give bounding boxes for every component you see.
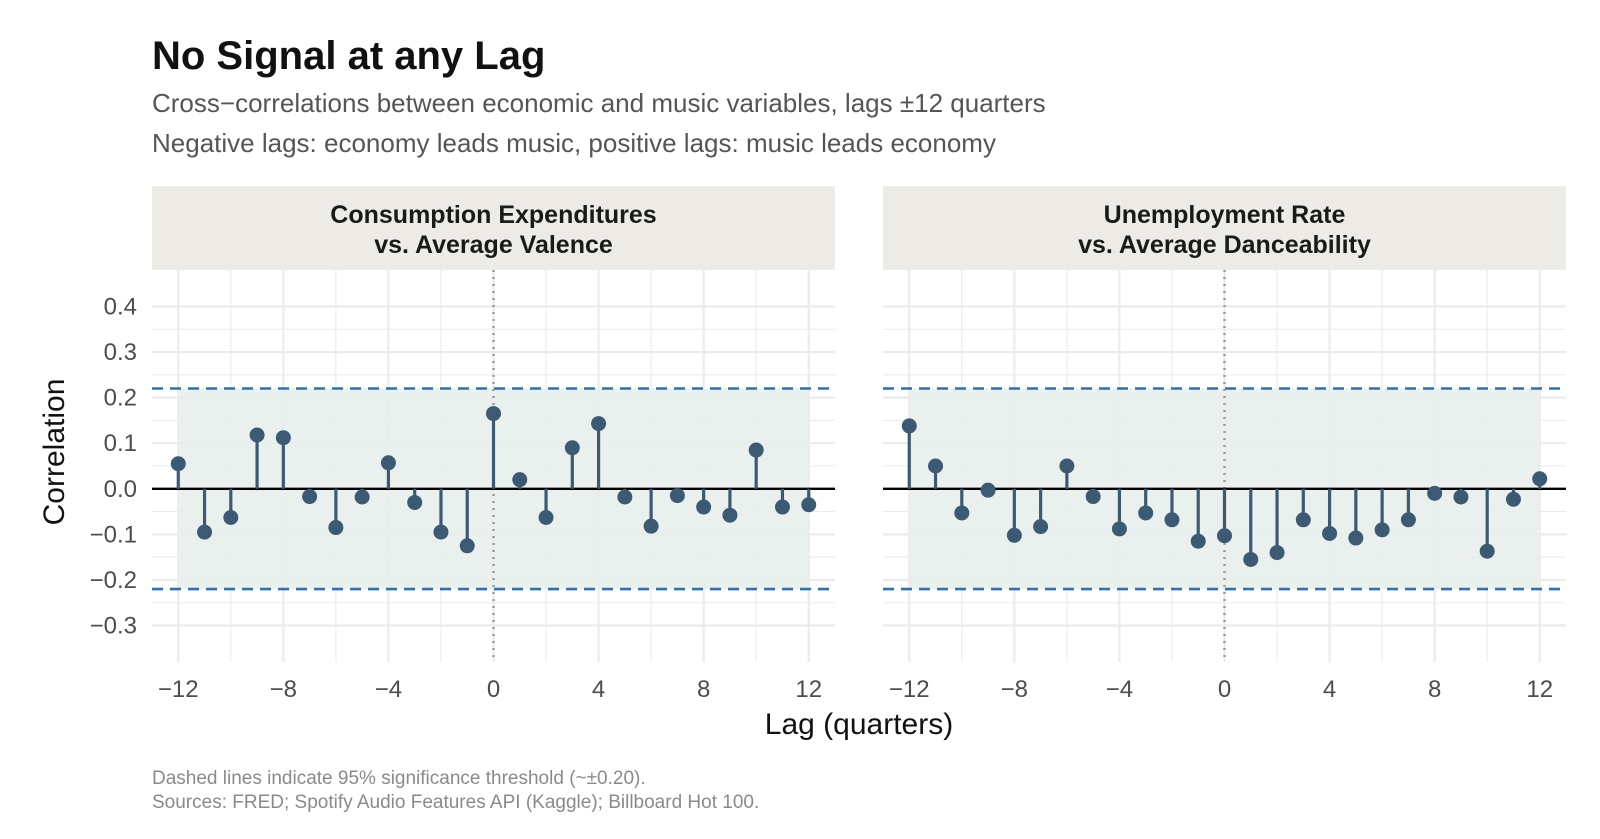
panel-2-point xyxy=(1453,489,1469,505)
panel-2-point xyxy=(1138,505,1154,521)
y-tick-label: 0.4 xyxy=(104,293,137,320)
chart-subtitle-line1: Cross−correlations between economic and … xyxy=(152,88,1046,118)
panel-2-point xyxy=(1111,521,1127,537)
panel-1-point xyxy=(223,510,239,526)
panel-2-point xyxy=(1427,485,1443,501)
panel-1-point xyxy=(459,538,475,554)
panel-2-x-tick-label: 12 xyxy=(1526,676,1553,703)
panel-1-point xyxy=(774,499,790,515)
panel-1-point xyxy=(433,524,449,540)
caption-line2: Sources: FRED; Spotify Audio Features AP… xyxy=(152,792,760,813)
panel-1-x-tick-label: −12 xyxy=(158,676,199,703)
panel-2-point xyxy=(1085,489,1101,505)
panel-1-point xyxy=(538,510,554,526)
caption-line1: Dashed lines indicate 95% significance t… xyxy=(152,768,646,789)
panel-1-point xyxy=(669,488,685,504)
panel-2-point xyxy=(928,458,944,474)
panel-2-point xyxy=(1269,545,1285,561)
panel-1-x-tick-label: −4 xyxy=(375,676,402,703)
panel-1-point xyxy=(302,489,318,505)
panel-1-x-tick-label: 4 xyxy=(592,676,605,703)
panel-1-point xyxy=(249,427,265,443)
panel-2-point xyxy=(1059,458,1075,474)
panel-1-point xyxy=(564,440,580,456)
panel-2-point xyxy=(1006,527,1022,543)
panel-2-point xyxy=(1532,471,1548,487)
panel-2-title-line1: Unemployment Rate xyxy=(1104,201,1346,229)
panel-2-point xyxy=(901,418,917,434)
panel-1-strip xyxy=(152,186,835,270)
panel-1-x-tick-label: 0 xyxy=(487,676,500,703)
panel-1-point xyxy=(591,416,607,432)
panel-2-point xyxy=(1033,519,1049,535)
chart-title: No Signal at any Lag xyxy=(152,34,546,78)
panel-1-point xyxy=(617,489,633,505)
panel-2-point xyxy=(1243,551,1259,567)
panel-1-point xyxy=(486,406,501,422)
chart-subtitle-line2: Negative lags: economy leads music, posi… xyxy=(152,128,996,158)
panel-2-point xyxy=(1374,522,1390,538)
y-tick-label: 0.0 xyxy=(104,476,137,503)
panel-2-point xyxy=(1479,543,1495,559)
panel-2-strip xyxy=(883,186,1566,270)
panel-1-x-tick-label: −8 xyxy=(270,676,297,703)
panel-2-point xyxy=(1505,491,1521,507)
panel-1-point xyxy=(512,472,528,488)
panel-2-x-tick-label: 8 xyxy=(1428,676,1441,703)
panel-1-point xyxy=(643,518,659,534)
y-tick-label: −0.2 xyxy=(90,567,137,594)
panel-2-point xyxy=(954,505,970,521)
panel-1-title-line2: vs. Average Valence xyxy=(374,231,613,259)
y-tick-label: 0.2 xyxy=(104,385,137,412)
panel-1-point xyxy=(354,489,370,505)
y-tick-label: 0.3 xyxy=(104,339,137,366)
panel-1-title-line1: Consumption Expenditures xyxy=(330,201,656,229)
panel-2-x-tick-label: 4 xyxy=(1323,676,1336,703)
panel-1-x-tick-label: 12 xyxy=(795,676,822,703)
panel-2-x-tick-label: −12 xyxy=(889,676,930,703)
panel-1-point xyxy=(801,497,817,513)
panel-2-point xyxy=(1400,512,1416,528)
panel-2-point xyxy=(980,482,996,498)
panel-1-point xyxy=(275,430,291,446)
panel-1-point xyxy=(197,524,213,540)
panel-2-x-tick-label: −8 xyxy=(1001,676,1028,703)
panel-1-point xyxy=(696,499,712,515)
panel-2-point xyxy=(1348,530,1364,546)
panel-2-point xyxy=(1164,512,1180,528)
panel-2-point xyxy=(1217,528,1232,544)
panel-1-point xyxy=(328,520,344,536)
panel-2-x-tick-label: 0 xyxy=(1218,676,1231,703)
panel-2-point xyxy=(1295,512,1311,528)
panel-2-point xyxy=(1322,525,1338,541)
panel-1-point xyxy=(748,442,764,458)
panel-2-title-line2: vs. Average Danceability xyxy=(1078,231,1371,259)
y-tick-label: −0.3 xyxy=(90,613,137,640)
y-axis-title: Correlation xyxy=(38,379,71,526)
panel-1-point xyxy=(380,455,396,471)
x-axis-title: Lag (quarters) xyxy=(765,708,953,741)
panel-2-x-tick-label: −4 xyxy=(1106,676,1133,703)
panel-1-x-tick-label: 8 xyxy=(697,676,710,703)
panel-1-point xyxy=(170,456,186,472)
panel-2-point xyxy=(1190,533,1206,549)
y-tick-label: −0.1 xyxy=(90,521,137,548)
panel-1-point xyxy=(407,494,423,510)
panel-1-point xyxy=(722,507,738,523)
y-tick-label: 0.1 xyxy=(104,430,137,457)
